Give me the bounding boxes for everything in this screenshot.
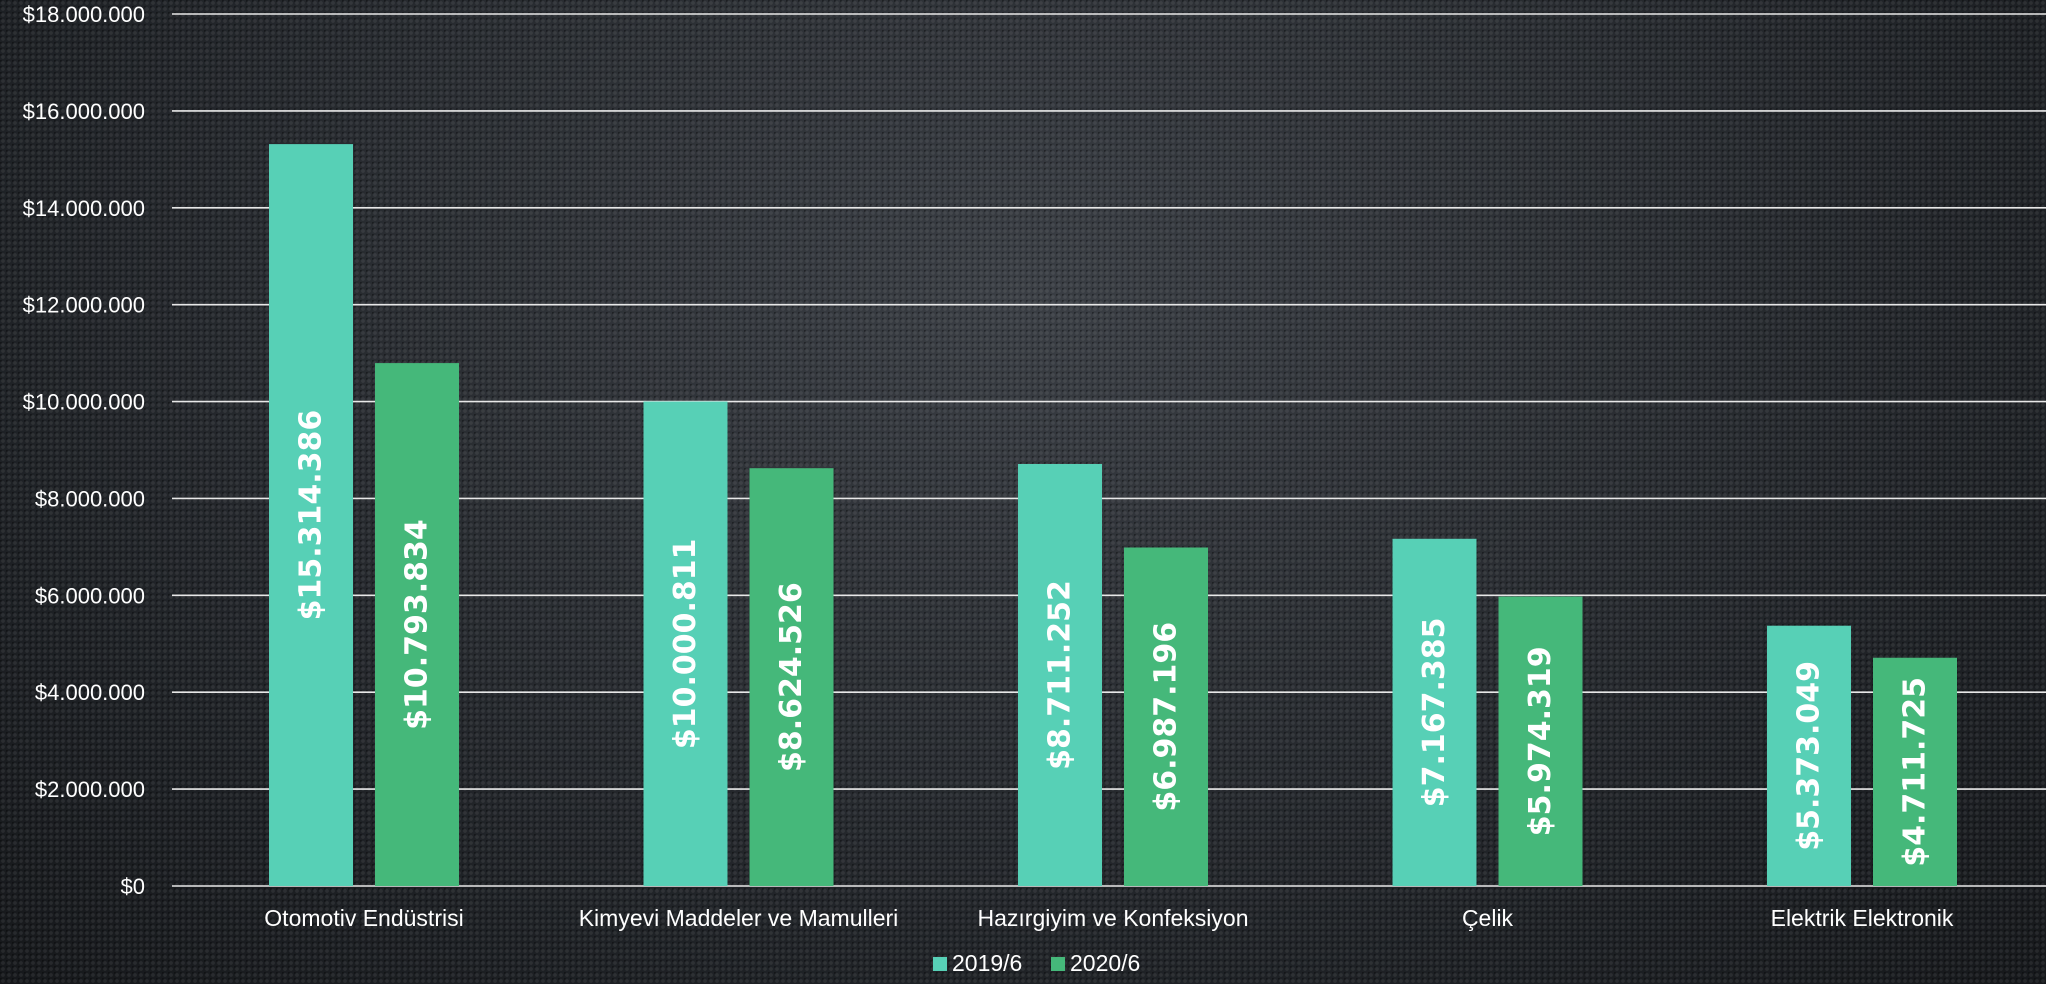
y-tick-label: $6.000.000 xyxy=(35,583,145,608)
y-axis-tick-labels: $0 $2.000.000 $4.000.000 $6.000.000 $8.000.0… xyxy=(23,2,145,899)
data-label: $6.987.196 xyxy=(1149,622,1184,812)
bar-2020-6-1 xyxy=(749,468,834,886)
bar-2019-6-3 xyxy=(1392,538,1477,886)
category-label: Kimyevi Maddeler ve Mamulleri xyxy=(579,905,899,931)
y-tick-label: $2.000.000 xyxy=(35,777,145,802)
legend: 2019/6 2020/6 xyxy=(933,950,1140,976)
y-tick-label: $14.000.000 xyxy=(23,196,145,221)
bar-2019-6-1 xyxy=(643,401,728,886)
bar-2019-6-4 xyxy=(1767,625,1851,886)
bar-2020-6-4 xyxy=(1873,657,1957,886)
bar-2019-6-2 xyxy=(1018,463,1102,886)
bar-2020-6-3 xyxy=(1498,596,1583,886)
data-label: $7.167.385 xyxy=(1417,617,1452,807)
y-tick-label: $16.000.000 xyxy=(23,99,145,124)
y-tick-label: $0 xyxy=(121,874,145,899)
data-label: $8.624.526 xyxy=(774,582,809,772)
legend-swatch xyxy=(1051,957,1065,971)
category-label: Otomotiv Endüstrisi xyxy=(264,905,463,931)
y-tick-label: $4.000.000 xyxy=(35,680,145,705)
bar-2020-6-0 xyxy=(375,363,459,886)
x-axis-category-labels: Otomotiv Endüstrisi Kimyevi Maddeler ve M… xyxy=(264,905,1954,931)
category-label: Hazırgiyim ve Konfeksiyon xyxy=(978,905,1249,931)
y-tick-label: $12.000.000 xyxy=(23,293,145,318)
legend-swatch xyxy=(933,957,947,971)
y-tick-label: $18.000.000 xyxy=(23,2,145,27)
data-label: $4.711.725 xyxy=(1898,677,1933,867)
bar-2020-6-2 xyxy=(1124,547,1208,886)
data-label: $5.974.319 xyxy=(1523,646,1558,836)
data-label: $10.793.834 xyxy=(400,519,435,730)
data-label: $15.314.386 xyxy=(294,410,329,621)
gridlines xyxy=(172,13,2046,887)
category-label: Elektrik Elektronik xyxy=(1771,905,1954,931)
bar-2019-6-0 xyxy=(269,144,353,886)
legend-label: 2020/6 xyxy=(1070,950,1140,976)
data-label: $10.000.811 xyxy=(668,538,703,749)
data-labels: $15.314.386 $10.793.834 $10.000.811 $8.624.… xyxy=(294,410,1933,867)
bars xyxy=(269,144,1957,886)
category-label: Çelik xyxy=(1462,905,1514,931)
y-tick-label: $8.000.000 xyxy=(35,486,145,511)
y-tick-label: $10.000.000 xyxy=(23,390,145,415)
data-label: $8.711.252 xyxy=(1043,580,1078,770)
legend-label: 2019/6 xyxy=(952,950,1022,976)
data-label: $5.373.049 xyxy=(1792,661,1827,851)
